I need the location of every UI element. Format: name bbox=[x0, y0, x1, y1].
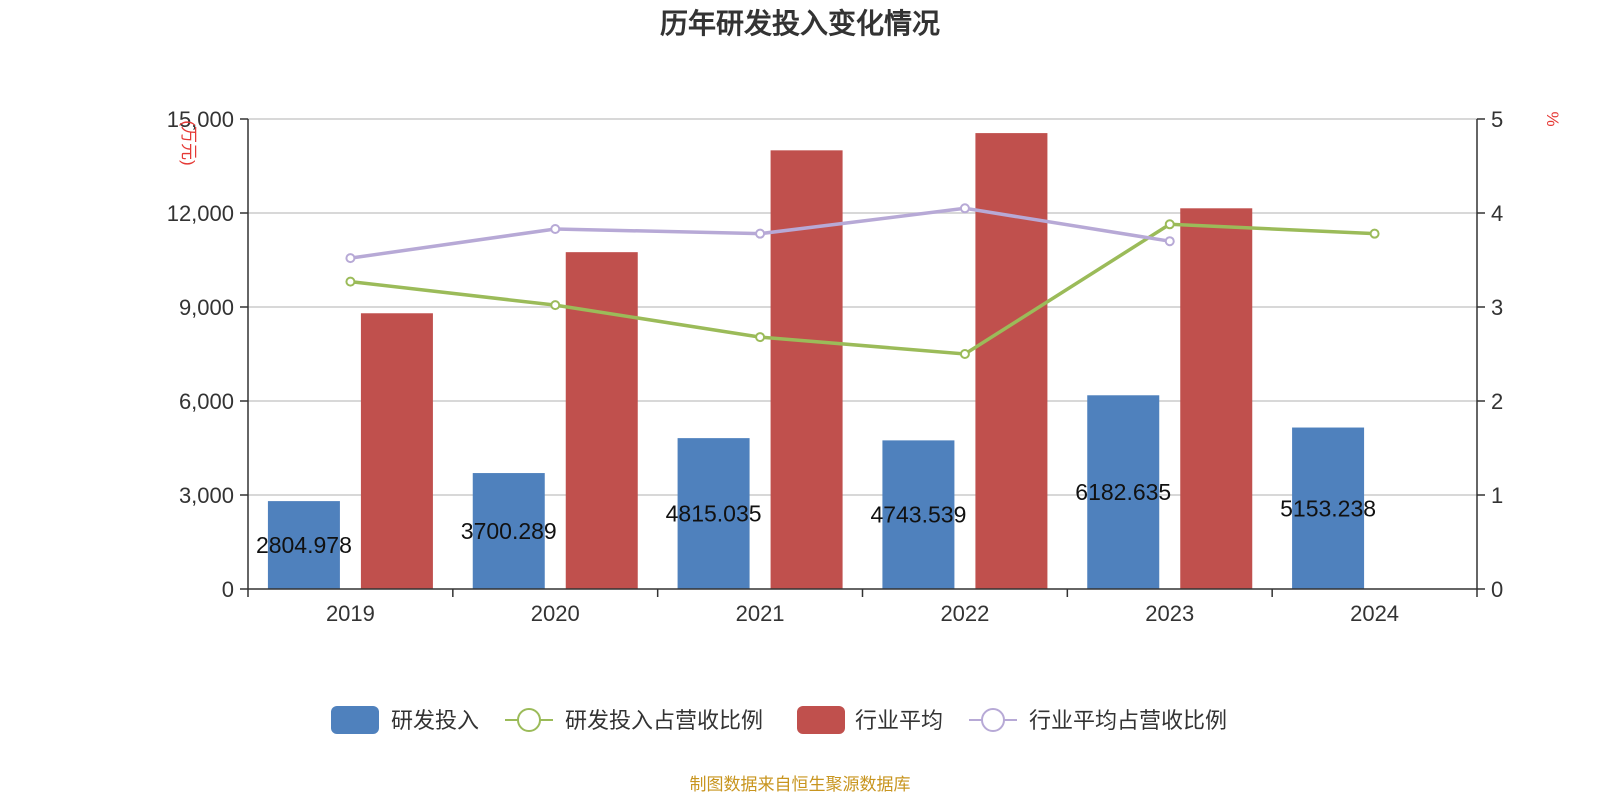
labels-layer: 2804.978 3700.289 4815.035 4743.539 6182.635… bbox=[256, 479, 1376, 558]
x-axis-tick-label: 2023 bbox=[1145, 601, 1194, 626]
series-point bbox=[345, 253, 356, 264]
x-axis-tick-label: 2020 bbox=[531, 601, 580, 626]
bar-rd-investment bbox=[267, 501, 340, 589]
bar-rd-investment bbox=[882, 440, 955, 589]
left-axis-tick-label: 3,000 bbox=[179, 483, 234, 508]
legend-label: 研发投入 bbox=[391, 708, 479, 733]
legend-swatch-marker bbox=[517, 708, 541, 732]
series-point bbox=[755, 332, 766, 343]
series-point bbox=[1164, 219, 1175, 230]
right-axis-tick-label: 0 bbox=[1491, 577, 1503, 602]
bar-rd-investment bbox=[677, 438, 750, 589]
left-axis-tick-label: 0 bbox=[222, 577, 234, 602]
series-point bbox=[1164, 236, 1175, 247]
grid-layer bbox=[248, 118, 1477, 496]
bar-industry-average bbox=[1180, 208, 1253, 590]
legend-label: 行业平均 bbox=[855, 708, 943, 733]
series-point bbox=[550, 223, 561, 234]
x-axis-tick-label: 2021 bbox=[736, 601, 785, 626]
right-axis-tick-label: 5 bbox=[1491, 107, 1503, 132]
bar-industry-average bbox=[565, 252, 638, 589]
right-axis-tick-label: 3 bbox=[1491, 295, 1503, 320]
left-axis-unit: (万元) bbox=[179, 120, 198, 165]
data-label: 3700.289 bbox=[461, 518, 557, 544]
series-point bbox=[959, 349, 970, 359]
series-point bbox=[755, 228, 766, 239]
x-axis-tick-label: 2022 bbox=[940, 601, 989, 626]
data-label: 2804.978 bbox=[256, 532, 352, 558]
data-label: 5153.238 bbox=[1280, 495, 1376, 521]
right-axis-tick-label: 1 bbox=[1491, 483, 1503, 508]
data-label: 4815.035 bbox=[666, 501, 762, 527]
bar-industry-average bbox=[360, 313, 433, 589]
left-axis-tick-label: 9,000 bbox=[179, 295, 234, 320]
source-note: 制图数据来自恒生聚源数据库 bbox=[690, 775, 911, 794]
data-label: 4743.539 bbox=[870, 502, 966, 528]
bar-industry-average bbox=[975, 133, 1048, 589]
right-axis-unit: % bbox=[1543, 111, 1562, 126]
bar-rd-investment bbox=[1292, 427, 1365, 589]
left-axis-tick-label: 15,000 bbox=[167, 107, 234, 132]
right-axis-tick-label: 2 bbox=[1491, 389, 1503, 414]
data-label: 6182.635 bbox=[1075, 479, 1171, 505]
series-point bbox=[959, 203, 970, 214]
legend-label: 行业平均占营收比例 bbox=[1029, 708, 1227, 733]
x-axis-tick-label: 2024 bbox=[1350, 601, 1399, 626]
x-axis-tick-label: 2019 bbox=[326, 601, 375, 626]
legend-swatch-bar bbox=[331, 706, 379, 734]
legend-swatch-bar bbox=[797, 706, 845, 734]
legend-swatch-marker bbox=[981, 708, 1005, 732]
left-axis-tick-label: 6,000 bbox=[179, 389, 234, 414]
bars-layer bbox=[267, 133, 1365, 590]
series-point bbox=[1369, 228, 1380, 239]
bar-rd-investment bbox=[1087, 395, 1160, 589]
lines-layer bbox=[345, 203, 1380, 359]
legend-label: 研发投入占营收比例 bbox=[565, 708, 763, 733]
left-axis-tick-label: 12,000 bbox=[167, 201, 234, 226]
legend: 研发投入 研发投入占营收比例 行业平均 行业平均占营收比例 bbox=[331, 706, 1227, 734]
series-line bbox=[350, 222, 1375, 356]
right-axis-tick-label: 4 bbox=[1491, 201, 1503, 226]
bar-industry-average bbox=[770, 150, 843, 590]
series-point bbox=[345, 276, 356, 287]
series-point bbox=[550, 300, 561, 311]
axes-layer: 0 3,000 6,000 9,000 12,000 15,000 0 1 2 3 4 5 2019 20… bbox=[167, 107, 1562, 626]
bar-rd-investment bbox=[472, 473, 545, 589]
chart-title: 历年研发投入变化情况 bbox=[660, 7, 940, 39]
